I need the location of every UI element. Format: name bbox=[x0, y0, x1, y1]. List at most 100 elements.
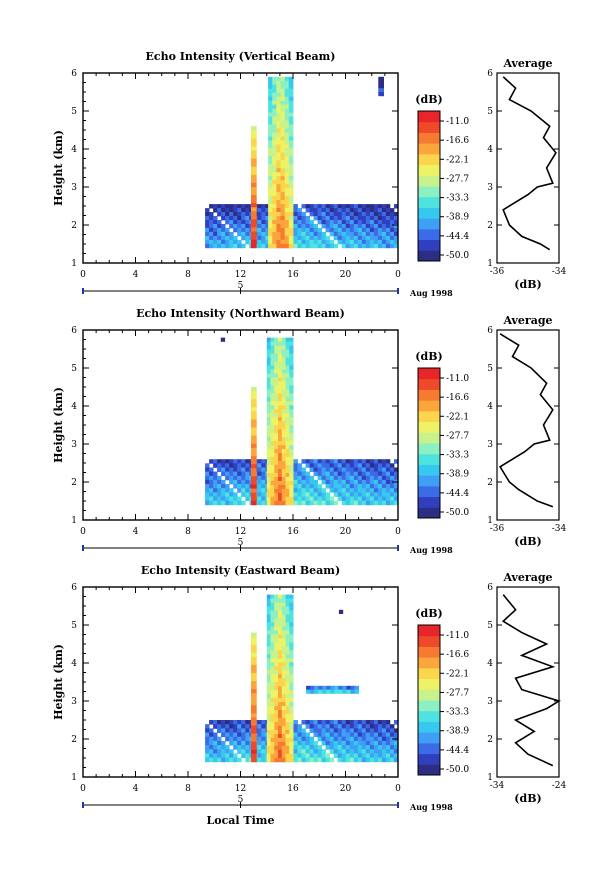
echo-cell bbox=[229, 204, 234, 209]
echo-cell bbox=[272, 92, 277, 98]
echo-cell bbox=[373, 500, 379, 506]
echo-cell bbox=[281, 385, 286, 390]
echo-cell bbox=[209, 471, 214, 477]
echo-cell bbox=[349, 479, 355, 485]
echo-cell bbox=[233, 736, 238, 742]
echo-cell bbox=[305, 471, 310, 477]
echo-cell bbox=[221, 484, 226, 489]
echo-cell bbox=[325, 724, 330, 729]
echo-cell bbox=[385, 467, 391, 472]
echo-cell bbox=[270, 753, 275, 759]
echo-cell bbox=[281, 500, 286, 506]
echo-cell bbox=[251, 705, 257, 710]
echo-cell bbox=[268, 176, 273, 181]
echo-cell bbox=[297, 749, 302, 754]
echo-cell bbox=[337, 475, 343, 481]
echo-cell bbox=[281, 349, 286, 354]
echo-cell bbox=[270, 473, 275, 478]
echo-cell bbox=[333, 484, 339, 489]
echo-cell bbox=[349, 740, 355, 746]
echo-cell bbox=[257, 459, 262, 464]
echo-cell bbox=[345, 216, 351, 221]
echo-cell bbox=[345, 740, 351, 746]
echo-cell bbox=[289, 500, 294, 506]
echo-cell bbox=[373, 757, 379, 763]
echo-cell bbox=[251, 203, 257, 208]
echo-cell bbox=[377, 479, 383, 485]
echo-cell bbox=[353, 227, 359, 233]
echo-cell bbox=[270, 618, 275, 623]
echo-cell bbox=[301, 220, 306, 225]
echo-cell bbox=[237, 745, 242, 750]
echo-cell bbox=[278, 345, 283, 350]
echo-cell bbox=[266, 618, 271, 623]
echo-cell bbox=[329, 732, 335, 738]
echo-cell bbox=[266, 670, 271, 675]
echo-cell bbox=[251, 178, 257, 184]
echo-cell bbox=[278, 357, 283, 362]
echo-cell bbox=[245, 496, 250, 501]
echo-cell bbox=[270, 670, 275, 675]
echo-cell bbox=[281, 690, 286, 695]
echo-cell bbox=[285, 610, 290, 615]
echo-cell bbox=[369, 753, 375, 758]
echo-cell bbox=[297, 475, 302, 481]
echo-cell bbox=[278, 690, 283, 695]
echo-cell bbox=[261, 463, 266, 468]
echo-cell bbox=[365, 479, 371, 485]
echo-cell bbox=[270, 488, 275, 494]
echo-cell bbox=[205, 732, 210, 738]
echo-cell bbox=[322, 689, 327, 694]
echo-cell bbox=[341, 471, 347, 477]
echo-cell bbox=[317, 227, 322, 233]
colorbar-swatch bbox=[418, 410, 440, 423]
echo-cell bbox=[313, 753, 318, 758]
echo-cell bbox=[288, 220, 294, 225]
echo-cell bbox=[341, 720, 347, 725]
echo-cell bbox=[285, 634, 290, 639]
echo-cell bbox=[245, 740, 250, 746]
echo-cell bbox=[245, 212, 250, 217]
echo-cell bbox=[284, 148, 290, 153]
echo-cell bbox=[278, 602, 283, 607]
echo-cell bbox=[333, 732, 339, 738]
echo-cell bbox=[270, 694, 275, 699]
echo-cell bbox=[281, 373, 286, 378]
echo-cell bbox=[313, 724, 318, 729]
echo-cell bbox=[284, 92, 290, 98]
average-profile-line bbox=[501, 594, 561, 767]
echo-cell bbox=[357, 475, 363, 481]
echo-cell bbox=[265, 231, 270, 237]
echo-cell bbox=[394, 459, 399, 464]
echo-cell bbox=[289, 473, 294, 478]
echo-cell bbox=[284, 204, 290, 209]
echo-cell bbox=[321, 736, 326, 742]
y-tick-label: 3 bbox=[71, 440, 77, 450]
echo-cell bbox=[268, 108, 273, 113]
echo-cell bbox=[293, 496, 298, 501]
echo-cell bbox=[301, 720, 306, 725]
echo-cell bbox=[333, 471, 339, 477]
echo-cell bbox=[289, 345, 294, 350]
echo-cell bbox=[251, 452, 257, 457]
echo-cell bbox=[373, 471, 379, 477]
echo-cell bbox=[278, 484, 283, 490]
echo-cell bbox=[341, 239, 347, 245]
colorbar-swatch bbox=[418, 721, 440, 733]
echo-cell bbox=[276, 88, 281, 94]
echo-cell bbox=[349, 732, 355, 738]
echo-cell bbox=[270, 453, 275, 458]
echo-cell bbox=[272, 108, 277, 113]
echo-cell bbox=[365, 484, 371, 489]
echo-cell bbox=[261, 224, 266, 229]
echo-cell bbox=[266, 674, 271, 679]
echo-cell bbox=[281, 658, 286, 663]
echo-cell bbox=[217, 753, 222, 758]
echo-cell bbox=[357, 243, 363, 249]
date-label: Aug 1998 bbox=[409, 545, 453, 555]
echo-cell bbox=[289, 465, 294, 470]
echo-cell bbox=[217, 736, 222, 742]
echo-cell bbox=[245, 732, 250, 738]
echo-cell bbox=[233, 227, 238, 233]
echo-cell bbox=[329, 212, 335, 217]
